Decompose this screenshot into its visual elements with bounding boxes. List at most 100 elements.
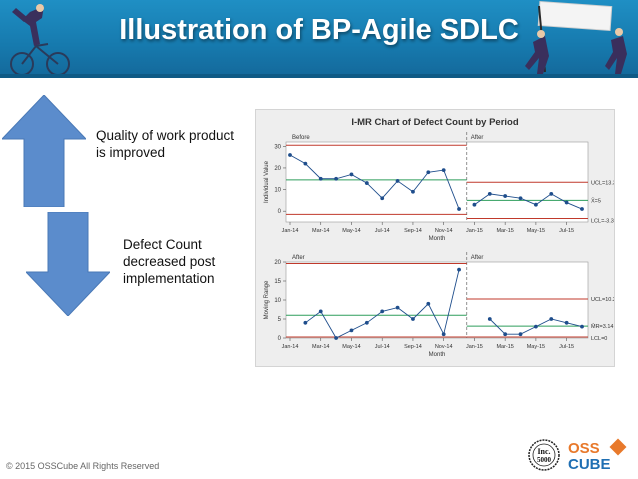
stage-label-right: After — [471, 135, 484, 141]
copyright-footer: © 2015 OSSCube All Rights Reserved — [6, 461, 160, 471]
x-tick-label: Jul-15 — [559, 344, 574, 350]
x-axis-label: Month — [429, 236, 446, 242]
data-point-after — [472, 202, 477, 207]
limit-label: UCL=13.36 — [591, 180, 614, 186]
data-point-after — [533, 324, 538, 329]
data-point-before — [457, 207, 461, 211]
y-tick-label: 30 — [274, 144, 281, 150]
x-tick-label: Mar-15 — [496, 228, 513, 234]
data-point-before — [426, 170, 431, 175]
seal-line2: 5000 — [537, 456, 552, 464]
x-tick-label: Jul-14 — [375, 228, 390, 234]
data-point-after — [503, 194, 508, 198]
data-point-after — [580, 207, 584, 211]
limit-label: UCL=10.27 — [591, 297, 614, 303]
header-banner: Illustration of BP-Agile SDLC — [0, 0, 638, 78]
x-tick-label: May-14 — [342, 344, 360, 350]
limit-label: X̄=5 — [591, 198, 601, 205]
limit-label: LCL=-3.36 — [591, 218, 614, 224]
data-point-before — [457, 267, 461, 272]
data-point-before — [426, 301, 431, 306]
data-point-before — [411, 189, 415, 194]
y-axis-label: Individual Value — [264, 160, 270, 203]
x-tick-label: Sep-14 — [404, 228, 422, 234]
x-tick-label: Jan-14 — [282, 228, 299, 234]
x-tick-label: Jul-14 — [375, 344, 390, 350]
data-point-after — [518, 332, 523, 337]
data-point-before — [395, 305, 400, 310]
slide-title: Illustration of BP-Agile SDLC — [119, 14, 519, 46]
data-point-before — [303, 320, 308, 325]
people-with-flag-illustration — [525, 0, 627, 74]
limit-label: LCL=0 — [591, 336, 607, 342]
seal-line1: Inc. — [537, 447, 550, 456]
data-point-after — [564, 200, 569, 205]
chart-title: I-MR Chart of Defect Count by Period — [351, 117, 519, 128]
data-point-after — [580, 324, 584, 329]
osscube-logo: OSS CUBE — [568, 438, 627, 473]
y-axis-label: Moving Range — [264, 280, 270, 319]
y-tick-label: 15 — [274, 279, 281, 285]
stage-label-right: After — [471, 255, 484, 261]
up-arrow-icon — [2, 95, 86, 207]
data-point-after — [549, 191, 554, 196]
data-point-after — [503, 332, 508, 337]
stage-label-left: After — [292, 255, 305, 261]
header-divider — [0, 74, 638, 78]
x-tick-label: Jan-15 — [466, 228, 483, 234]
x-axis-label: Month — [429, 352, 446, 358]
x-tick-label: May-15 — [527, 228, 545, 234]
y-tick-label: 10 — [274, 188, 281, 194]
plot-area — [285, 261, 589, 339]
x-tick-label: Nov-14 — [435, 228, 453, 234]
data-point-after — [533, 202, 538, 207]
x-tick-label: May-15 — [527, 344, 545, 350]
down-arrow-icon — [26, 212, 110, 316]
data-point-after — [564, 320, 569, 325]
data-point-before — [364, 181, 369, 185]
data-point-before — [395, 179, 400, 183]
data-point-after — [487, 191, 492, 196]
x-tick-label: Jul-15 — [559, 228, 574, 234]
y-tick-label: 20 — [274, 260, 281, 266]
data-point-before — [334, 176, 339, 181]
data-point-before — [380, 309, 385, 314]
data-point-after — [487, 317, 492, 321]
data-point-before — [411, 317, 415, 321]
x-tick-label: Mar-14 — [312, 344, 329, 350]
x-tick-label: Mar-14 — [312, 228, 329, 234]
data-point-before — [288, 153, 292, 157]
data-point-before — [303, 161, 308, 166]
data-point-before — [380, 196, 385, 201]
inc5000-seal-logo: Inc. 5000 — [528, 439, 560, 471]
data-point-after — [518, 196, 523, 201]
y-tick-label: 10 — [274, 298, 281, 304]
x-tick-label: Sep-14 — [404, 344, 422, 350]
data-point-after — [549, 317, 554, 321]
data-point-before — [318, 176, 323, 181]
data-point-before — [364, 320, 369, 325]
y-tick-label: 0 — [278, 209, 282, 215]
imr-chart: I-MR Chart of Defect Count by Period Befo… — [264, 117, 614, 358]
data-point-before — [334, 336, 339, 340]
x-tick-label: May-14 — [342, 228, 360, 234]
x-tick-label: Jan-14 — [282, 344, 299, 350]
limit-label: M̄R=3.14 — [591, 323, 613, 330]
data-point-before — [349, 328, 354, 333]
brand-line2: CUBE — [568, 456, 611, 473]
y-tick-label: 0 — [278, 336, 282, 342]
data-point-before — [349, 172, 354, 177]
data-point-before — [441, 332, 446, 337]
x-tick-label: Nov-14 — [435, 344, 453, 350]
stage-label-left: Before — [292, 135, 310, 141]
x-tick-label: Jan-15 — [466, 344, 483, 350]
up-arrow-caption: Quality of work product is improved — [96, 128, 235, 160]
series-line-before — [289, 154, 460, 210]
down-arrow-caption: Defect Count decreased post implementati… — [123, 237, 216, 286]
x-tick-label: Mar-15 — [496, 344, 513, 350]
data-point-before — [441, 168, 446, 173]
imr-chart-panel: I-MR Chart of Defect Count by Period Befo… — [255, 109, 615, 367]
y-tick-label: 20 — [274, 166, 281, 172]
series-line-after — [474, 193, 583, 210]
y-tick-label: 5 — [278, 317, 282, 323]
